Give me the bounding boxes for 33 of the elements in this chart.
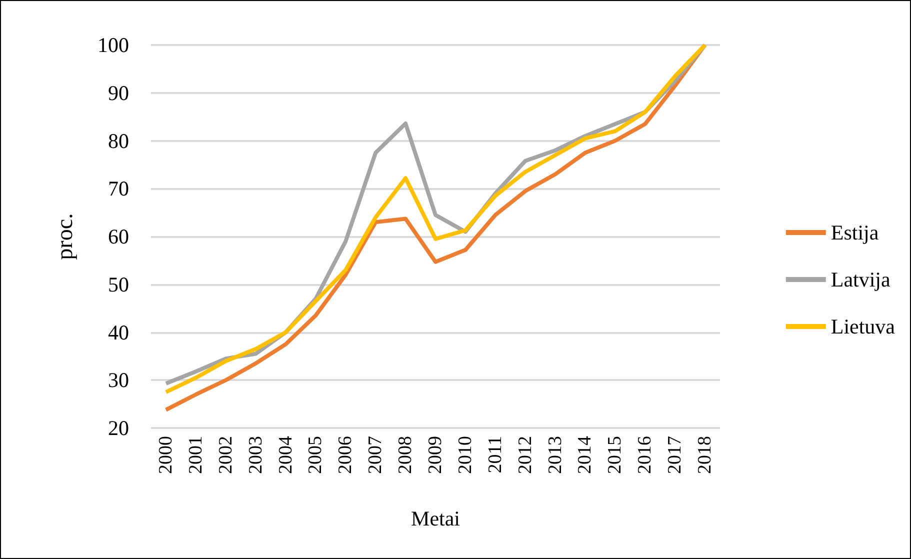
x-tick-label: 2014: [574, 436, 596, 474]
x-tick-label: 2009: [425, 436, 446, 474]
y-tick-label: 40: [108, 320, 129, 344]
x-tick-label: 2017: [664, 436, 686, 474]
x-tick-label: 2013: [544, 436, 566, 474]
y-tick-label: 50: [108, 272, 129, 296]
x-tick-label: 2006: [335, 436, 356, 474]
x-tick-label: 2003: [245, 436, 266, 474]
x-tick-label: 2000: [155, 436, 176, 474]
x-tick-label: 2004: [275, 436, 296, 474]
y-tick-label: 80: [108, 128, 129, 153]
legend-label: Latvija: [830, 268, 892, 292]
x-tick-label: 2015: [604, 436, 626, 474]
y-tick-label: 70: [108, 176, 129, 201]
x-tick-label: 2008: [395, 436, 416, 474]
y-tick-label: 30: [108, 368, 129, 392]
x-tick-label: 2001: [185, 436, 206, 474]
legend-label: Lietuva: [830, 314, 896, 338]
legend-label: Estija: [830, 220, 880, 244]
x-tick-label: 2007: [365, 436, 386, 474]
x-tick-label: 2011: [484, 436, 506, 474]
x-tick-label: 2005: [305, 436, 326, 474]
x-axis-title: Metai: [411, 506, 460, 530]
x-tick-label: 2010: [454, 436, 476, 474]
y-axis-title: proc.: [52, 213, 77, 260]
y-tick-label: 60: [108, 224, 129, 248]
x-tick-label: 2002: [215, 436, 236, 474]
y-tick-label: 20: [108, 416, 129, 440]
x-tick-label: 2016: [634, 436, 656, 474]
y-tick-label: 90: [108, 80, 129, 105]
x-tick-label: 2018: [694, 436, 716, 474]
y-tick-label: 100: [98, 33, 129, 57]
x-tick-label: 2012: [514, 436, 536, 474]
